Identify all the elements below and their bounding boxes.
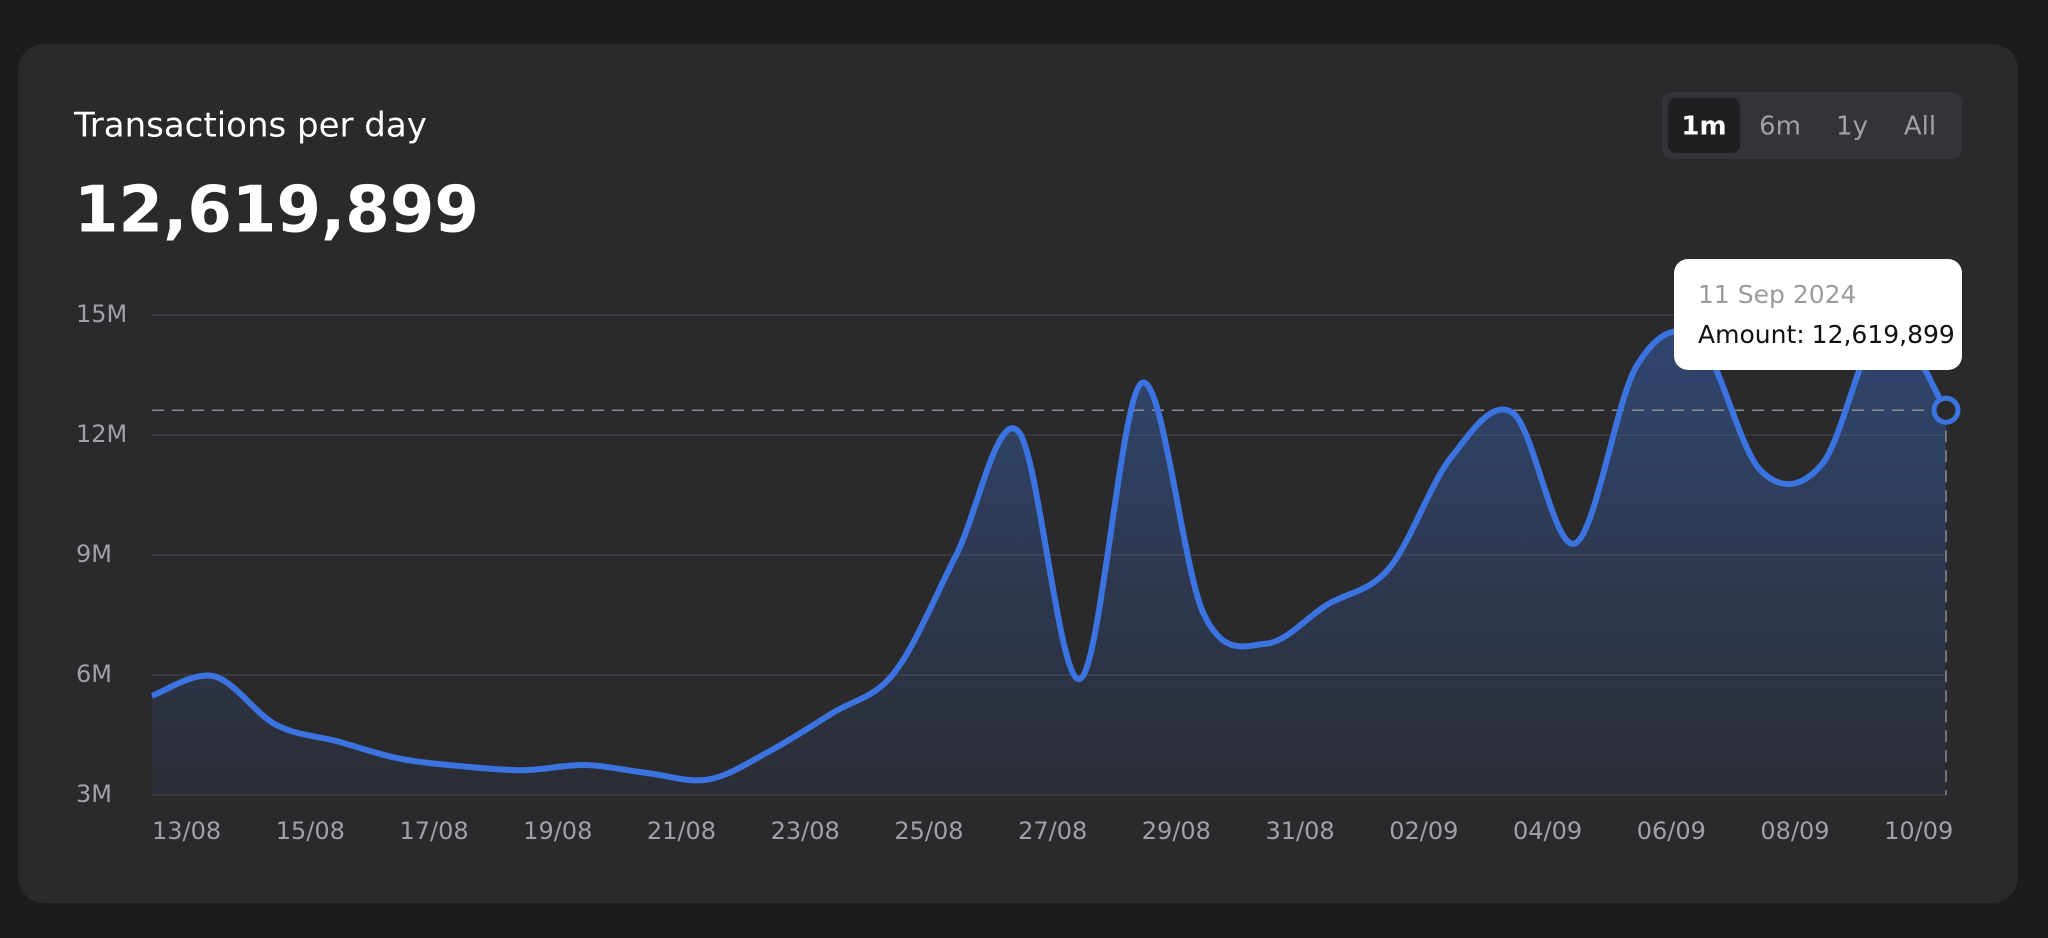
range-button[interactable]: 6m (1759, 112, 1801, 142)
tooltip-date: 11 Sep 2024 (1698, 280, 1856, 309)
x-tick-label: 08/09 (1760, 817, 1829, 845)
x-tick-label: 04/09 (1513, 817, 1582, 845)
y-tick-label: 6M (76, 660, 112, 688)
chart-title: Transactions per day (73, 106, 427, 146)
range-button[interactable]: All (1904, 112, 1936, 142)
x-tick-label: 23/08 (771, 817, 840, 845)
x-tick-label: 13/08 (152, 817, 221, 845)
x-tick-label: 21/08 (647, 817, 716, 845)
area (152, 322, 1946, 795)
x-tick-label: 29/08 (1142, 817, 1211, 845)
y-tick-label: 3M (76, 780, 112, 808)
x-tick-label: 06/09 (1637, 817, 1706, 845)
x-tick-label: 27/08 (1018, 817, 1087, 845)
hover-point (1931, 395, 1961, 425)
tooltip-box (1674, 259, 1962, 370)
range-button[interactable]: 1m (1681, 112, 1726, 142)
range-button[interactable]: 1y (1836, 112, 1868, 142)
headline-value: 12,619,899 (74, 174, 479, 248)
x-tick-label: 25/08 (894, 817, 963, 845)
x-tick-label: 15/08 (276, 817, 345, 845)
tooltip-label: Amount: (1698, 320, 1805, 349)
x-tick-label: 10/09 (1884, 817, 1953, 845)
range-button-active[interactable] (1668, 98, 1740, 153)
x-tick-label: 17/08 (399, 817, 468, 845)
x-tick-label: 02/09 (1389, 817, 1458, 845)
y-tick-label: 12M (76, 420, 127, 448)
y-tick-label: 9M (76, 540, 112, 568)
x-tick-label: 19/08 (523, 817, 592, 845)
x-tick-label: 31/08 (1266, 817, 1335, 845)
line (150, 319, 1949, 784)
tooltip-value: 12,619,899 (1812, 320, 1955, 349)
y-tick-label: 15M (76, 300, 127, 328)
